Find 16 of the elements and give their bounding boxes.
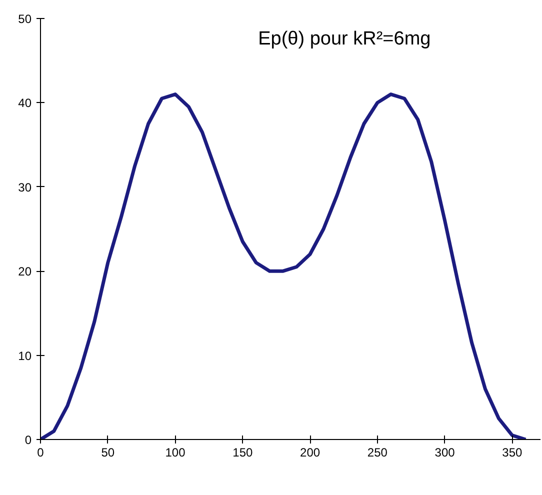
x-tick-label: 350 xyxy=(502,446,523,460)
y-tick-label: 20 xyxy=(18,264,32,279)
x-tick-label: 250 xyxy=(367,446,388,460)
text: Ep(θ) pour kR²=6mg xyxy=(258,28,431,50)
x-tick-label: 0 xyxy=(37,446,44,460)
x-tick-label: 200 xyxy=(300,446,320,460)
y-tick-label: 50 xyxy=(18,12,32,26)
y-tick-label: 40 xyxy=(18,96,32,110)
line-series xyxy=(40,92,528,440)
y-tick-label: 30 xyxy=(18,180,32,194)
x-tick-label: 300 xyxy=(434,446,456,460)
x-tick-label: 150 xyxy=(232,446,253,460)
x-tick-label: 100 xyxy=(165,446,186,460)
y-tick-label: 0 xyxy=(24,433,32,447)
y-tick-label: 10 xyxy=(18,348,32,363)
x-tick-label: 50 xyxy=(101,446,115,460)
